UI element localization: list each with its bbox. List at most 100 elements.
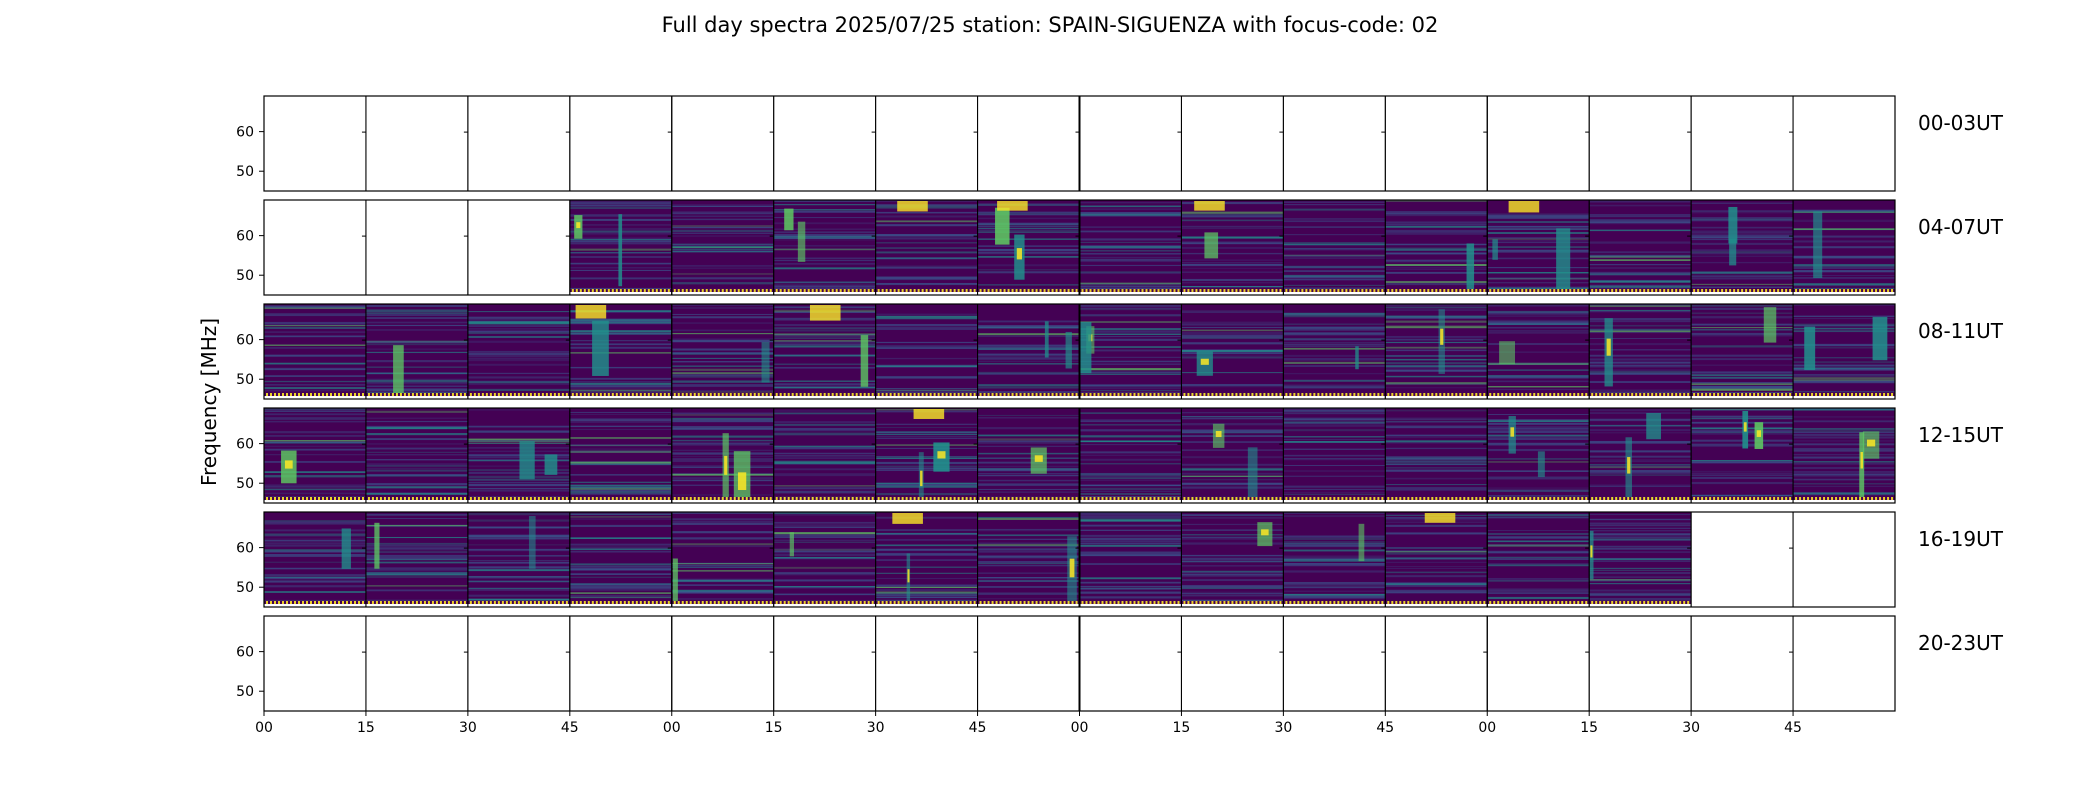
panel-frame xyxy=(773,95,877,192)
x-tick-label: 15 xyxy=(357,720,375,736)
panel-frame xyxy=(1690,615,1794,712)
spectrum-panel xyxy=(1589,512,1692,607)
spectra-row: 60 50 04-07UT xyxy=(236,199,2004,296)
spectrum-panel xyxy=(1283,200,1386,295)
x-tick-label: 30 xyxy=(1682,720,1700,736)
panel-frame xyxy=(1588,95,1692,192)
panel-frame xyxy=(467,95,571,192)
y-tick-label: 50 xyxy=(236,164,254,180)
panel-frame xyxy=(1282,95,1386,192)
y-axis-label: Frequency [MHz] xyxy=(197,318,221,486)
panel-frame xyxy=(263,95,367,192)
spectrum-panel xyxy=(1283,512,1386,607)
row-frame xyxy=(263,511,1896,608)
x-tick-label: 45 xyxy=(561,720,579,736)
x-tick-label: 00 xyxy=(663,720,681,736)
spectrum-panel xyxy=(773,408,876,503)
spectra-rows: 60 50 00-03UT 60 50 04-07UT 60 50 08-11UT 60 50 12-… xyxy=(236,95,2004,712)
panel-frame xyxy=(1792,615,1896,712)
panel-frame xyxy=(1384,95,1488,192)
spectrum-panel xyxy=(1487,512,1590,607)
x-tick-label: 15 xyxy=(1173,720,1191,736)
spectrum-panel xyxy=(875,408,978,503)
panel-frame xyxy=(1486,615,1590,712)
x-tick-label: 45 xyxy=(1376,720,1394,736)
spectrum-panel xyxy=(569,304,672,399)
y-tick-label: 50 xyxy=(236,268,254,284)
spectrum-panel xyxy=(1793,408,1895,503)
row-frame xyxy=(263,95,1896,192)
panel-frame xyxy=(365,199,469,296)
spectrum-panel xyxy=(569,408,672,503)
spectrum-panel xyxy=(1385,304,1488,399)
panel-frame xyxy=(1079,615,1182,712)
y-tick-label: 60 xyxy=(236,229,254,245)
panel-frame xyxy=(875,95,979,192)
panel-frame xyxy=(977,95,1080,192)
x-tick-label: 45 xyxy=(1784,720,1802,736)
y-tick-label: 60 xyxy=(236,645,254,661)
spectrum-panel xyxy=(1385,408,1488,503)
panel-frame xyxy=(875,615,979,712)
spectrum-panel xyxy=(671,304,774,399)
panel-frame xyxy=(1282,615,1386,712)
spectrum-panel xyxy=(875,200,978,295)
panel-frame xyxy=(1079,95,1182,192)
panel-frame xyxy=(1792,95,1896,192)
x-tick-label: 45 xyxy=(969,720,987,736)
spectra-row: 60 50 08-11UT xyxy=(236,303,2004,400)
row-label: 00-03UT xyxy=(1918,111,2004,135)
panel-frame xyxy=(1180,95,1284,192)
spectrum-panel xyxy=(1181,408,1284,503)
spectrum-panel xyxy=(875,512,978,607)
spectrum-panel xyxy=(1283,304,1386,399)
panel-frame xyxy=(1384,615,1488,712)
x-tick-label: 15 xyxy=(1580,720,1598,736)
spectrum-panel xyxy=(365,408,468,503)
y-tick-label: 50 xyxy=(236,372,254,388)
spectrum-panel xyxy=(1385,512,1488,607)
spectrum-panel xyxy=(1793,304,1895,399)
spectrum-panel xyxy=(1487,304,1590,399)
panel-frame xyxy=(1588,615,1692,712)
spectrum-panel xyxy=(977,512,1080,607)
row-frame xyxy=(263,303,1896,400)
panel-frame xyxy=(365,615,469,712)
panel-frame xyxy=(671,95,775,192)
spectrum-panel xyxy=(569,512,672,607)
spectrum-panel xyxy=(977,408,1080,503)
panel-frame xyxy=(467,199,571,296)
spectra-row: 60 50 00-03UT xyxy=(236,95,2004,192)
y-tick-label: 60 xyxy=(236,541,254,557)
spectrum-panel xyxy=(1079,200,1182,295)
spectra-row: 60 50 12-15UT xyxy=(236,407,2004,504)
panel-frame xyxy=(977,615,1080,712)
y-tick-label: 60 xyxy=(236,437,254,453)
spectrum-panel xyxy=(1487,200,1590,295)
spectrum-panel xyxy=(977,304,1080,399)
x-tick-label: 00 xyxy=(1071,720,1089,736)
spectrum-panel xyxy=(467,408,570,503)
x-tick-label: 15 xyxy=(765,720,783,736)
spectrum-panel xyxy=(1691,200,1794,295)
spectra-row: 60 50 16-19UT xyxy=(236,511,2004,608)
spectrum-panel xyxy=(773,200,876,295)
row-label: 12-15UT xyxy=(1918,423,2004,447)
y-tick-label: 60 xyxy=(236,333,254,349)
x-tick-label: 30 xyxy=(1274,720,1292,736)
x-tick-label: 30 xyxy=(459,720,477,736)
spectrum-panel xyxy=(264,512,366,607)
panel-frame xyxy=(263,615,367,712)
spectrum-panel xyxy=(1079,512,1182,607)
panel-frame xyxy=(1180,615,1284,712)
panel-frame xyxy=(773,615,877,712)
spectrum-panel xyxy=(467,512,570,607)
row-label: 04-07UT xyxy=(1918,215,2004,239)
spectrum-panel xyxy=(264,304,366,399)
spectrum-panel xyxy=(365,512,468,607)
spectrum-panel xyxy=(1691,408,1794,503)
spectrum-panel xyxy=(1589,200,1692,295)
spectrum-panel xyxy=(671,200,774,295)
spectrum-panel xyxy=(264,408,366,503)
